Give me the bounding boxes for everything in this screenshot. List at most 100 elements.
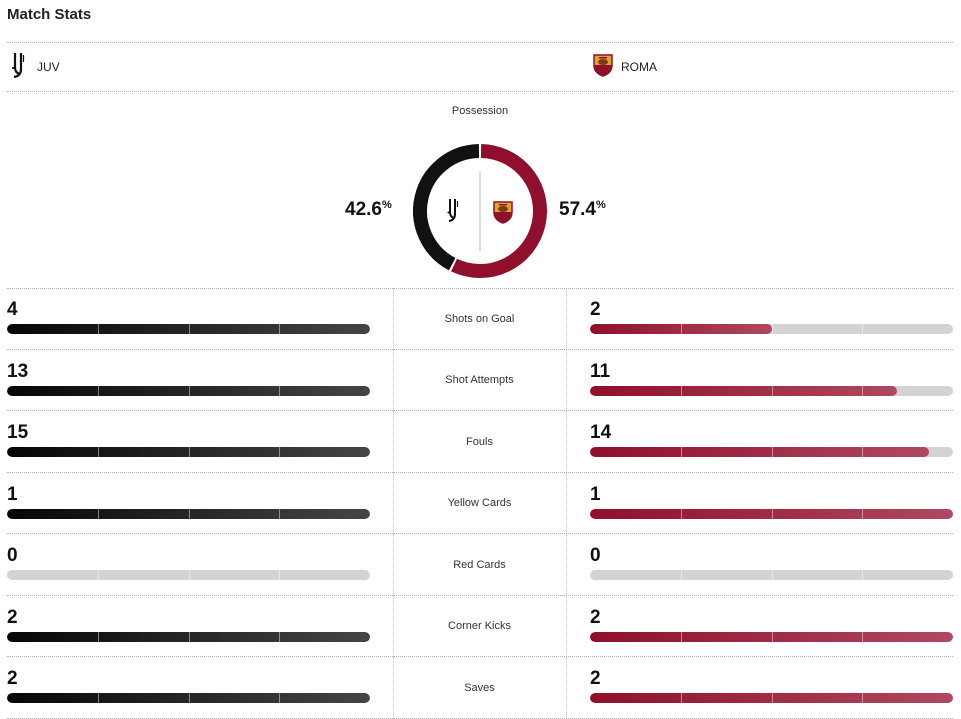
roma-logo-icon [593, 53, 613, 82]
bar-tick [680, 570, 682, 580]
bar-tick [680, 693, 682, 703]
bar-tick [680, 385, 682, 396]
home-possession-arc [413, 144, 480, 271]
bar-tick [188, 508, 190, 519]
away-team-name: ROMA [621, 60, 657, 74]
stat-label: Red Cards [453, 558, 506, 571]
stat-row: 2 Corner Kicks 2 [7, 595, 953, 657]
bar-tick [97, 385, 99, 396]
bar-tick [862, 385, 864, 396]
bar-tick [680, 324, 682, 334]
column-divider [393, 595, 394, 657]
stat-label: Shots on Goal [444, 312, 515, 325]
home-stat-bar [7, 385, 370, 396]
bar-tick [771, 693, 773, 703]
bar-tick [862, 447, 864, 457]
column-divider [566, 595, 567, 657]
row-divider [7, 533, 953, 534]
stat-row: 2 Saves 2 [7, 657, 953, 719]
bar-tick [862, 570, 864, 580]
bar-tick [279, 693, 281, 703]
away-stat-bar [590, 324, 953, 334]
home-stat-bar-fill [7, 508, 370, 519]
bar-tick [279, 570, 281, 580]
home-stat-value: 15 [7, 422, 29, 443]
bar-tick [279, 324, 281, 334]
bar-tick [680, 508, 682, 519]
bar-tick [680, 447, 682, 457]
home-possession: 42.6% [345, 199, 392, 221]
stat-row: 0 Red Cards 0 [7, 534, 953, 596]
row-divider [7, 348, 953, 350]
page-title: Match Stats [7, 6, 92, 23]
stat-row: 13 Shot Attempts 11 [7, 349, 953, 411]
juventus-logo-icon [11, 52, 29, 83]
away-stat-value: 0 [590, 545, 601, 566]
column-divider [566, 288, 567, 350]
bar-tick [97, 447, 99, 457]
percent-unit: % [381, 199, 392, 211]
away-stat-bar-fill [590, 631, 953, 642]
bar-tick [97, 631, 99, 642]
away-stat-bar [590, 570, 953, 580]
bar-tick [97, 324, 99, 334]
bar-tick [97, 570, 99, 580]
home-stat-bar [7, 324, 370, 334]
row-divider [7, 717, 953, 719]
away-possession-value: 57.4 [559, 199, 596, 220]
away-stat-bar-fill [590, 447, 929, 457]
home-stat-bar [7, 447, 370, 457]
divider [7, 288, 953, 289]
away-stat-bar [590, 508, 953, 519]
away-stat-value: 1 [590, 483, 601, 505]
column-divider [566, 411, 567, 473]
home-stat-bar-fill [7, 447, 370, 457]
column-divider [393, 349, 394, 411]
column-divider [566, 349, 567, 411]
bar-tick [862, 693, 864, 703]
column-divider [393, 657, 394, 719]
stat-row: 1 Yellow Cards 1 [7, 472, 953, 534]
bar-tick [771, 385, 773, 396]
column-divider [566, 472, 567, 534]
row-divider [7, 594, 953, 596]
stats-table: 4 Shots on Goal 2 13 Shot Attempts 11 15… [7, 288, 953, 719]
bar-tick [680, 631, 682, 642]
away-team[interactable]: ROMA [593, 53, 657, 82]
bar-tick [188, 447, 190, 457]
bar-tick [279, 631, 281, 642]
bar-tick [97, 508, 99, 519]
away-stat-bar [590, 385, 953, 396]
home-stat-bar [7, 631, 370, 642]
stat-row: 4 Shots on Goal 2 [7, 288, 953, 350]
away-stat-bar-fill [590, 324, 772, 334]
bar-tick [279, 508, 281, 519]
home-team[interactable]: JUV [11, 52, 60, 83]
divider [7, 42, 953, 43]
home-stat-value: 0 [7, 545, 18, 566]
home-stat-bar-fill [7, 324, 370, 334]
home-stat-bar [7, 570, 370, 580]
stat-label: Shot Attempts [445, 374, 514, 387]
home-stat-bar-fill [7, 693, 370, 703]
bar-tick [771, 324, 773, 334]
column-divider [393, 288, 394, 350]
away-possession-arc [451, 144, 547, 278]
away-stat-value: 14 [590, 422, 612, 443]
bar-tick [279, 447, 281, 457]
row-divider [7, 410, 953, 411]
row-divider [7, 471, 953, 473]
stat-label: Corner Kicks [448, 620, 511, 633]
stat-row: 15 Fouls 14 [7, 411, 953, 473]
home-stat-value: 4 [7, 299, 18, 320]
home-stat-bar [7, 693, 370, 703]
away-possession: 57.4% [559, 199, 606, 221]
home-stat-bar-fill [7, 385, 370, 396]
bar-tick [279, 385, 281, 396]
bar-tick [771, 508, 773, 519]
home-stat-bar-fill [7, 631, 370, 642]
column-divider [393, 472, 394, 534]
bar-tick [188, 385, 190, 396]
home-stat-value: 13 [7, 360, 29, 382]
bar-tick [188, 631, 190, 642]
